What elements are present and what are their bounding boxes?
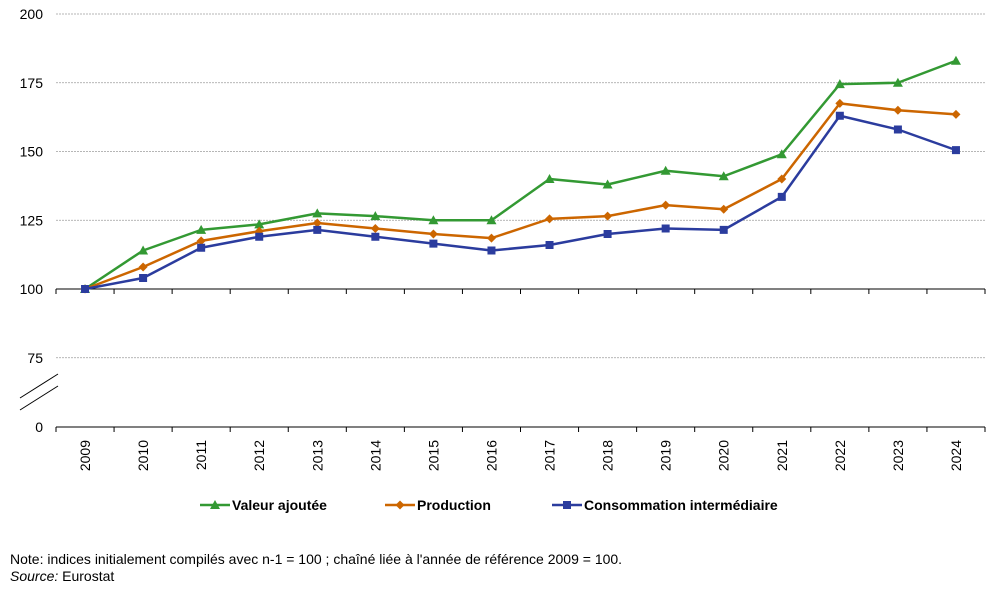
x-tick-label: 2023 <box>890 440 906 471</box>
data-point <box>138 245 149 255</box>
y-tick-label: 0 <box>35 419 43 435</box>
series-production <box>80 98 961 294</box>
data-point <box>835 111 844 120</box>
x-tick-label: 2019 <box>658 440 674 471</box>
x-tick-label: 2013 <box>309 440 325 471</box>
data-point <box>893 125 902 134</box>
source-line: Source: Eurostat <box>10 568 622 585</box>
x-tick-label: 2018 <box>600 440 616 471</box>
data-point <box>951 109 961 119</box>
data-point <box>313 225 322 234</box>
legend-item: Valeur ajoutée <box>200 497 327 513</box>
data-point <box>429 239 438 248</box>
legend-item: Consommation intermédiaire <box>552 497 778 513</box>
y-tick-label: 150 <box>20 144 44 160</box>
axes <box>19 288 986 432</box>
data-point <box>486 215 497 225</box>
data-point <box>487 246 496 255</box>
y-tick-label: 175 <box>20 75 44 91</box>
x-tick-label: 2010 <box>135 440 151 471</box>
data-point <box>371 232 380 241</box>
note-text: Note: indices initialement compilés avec… <box>10 551 623 567</box>
data-point <box>196 236 206 246</box>
series-consommation-interm-diaire <box>81 111 960 293</box>
legend: Valeur ajoutée Production Consommation int… <box>200 497 778 513</box>
x-tick-label: 2012 <box>251 440 267 471</box>
series-line <box>84 114 957 291</box>
legend-label: Valeur ajoutée <box>232 497 327 513</box>
data-point <box>486 233 496 243</box>
x-tick-label: 2020 <box>716 440 732 471</box>
y-tick-label: 125 <box>20 212 44 228</box>
x-tick-labels: 2009 2010 2011 2012 2013 2014 2015 2016 2017 2018… <box>77 440 964 471</box>
data-point <box>603 211 613 221</box>
series-line <box>84 59 957 291</box>
x-tick-label: 2016 <box>483 440 499 471</box>
data-point <box>661 224 670 233</box>
series-valeur-ajout-e <box>80 55 961 293</box>
y-tick-label: 75 <box>27 350 43 366</box>
data-point <box>718 171 729 181</box>
legend-label: Consommation intermédiaire <box>584 497 778 513</box>
legend-item: Production <box>385 497 491 513</box>
data-point <box>81 285 90 293</box>
data-point <box>719 204 729 214</box>
y-tick-labels: 0 75 100 125 150 175 200 <box>20 6 44 435</box>
axis-break-mark <box>19 373 59 399</box>
data-point <box>255 232 264 241</box>
data-point <box>893 105 903 115</box>
data-point <box>950 55 961 65</box>
legend-marker <box>395 500 405 510</box>
data-point <box>602 179 613 189</box>
data-point <box>545 214 555 224</box>
axis-break-mark <box>19 385 59 411</box>
data-point <box>834 79 845 89</box>
data-point <box>254 219 265 229</box>
data-point <box>951 146 960 155</box>
data-point <box>138 262 148 272</box>
y-tick-label: 100 <box>20 281 44 297</box>
x-tick-label: 2024 <box>948 440 964 471</box>
series-group <box>80 55 961 294</box>
series-line <box>84 102 957 291</box>
data-point <box>719 225 728 234</box>
data-point <box>661 200 671 210</box>
data-point <box>660 165 671 175</box>
legend-marker <box>563 501 571 509</box>
data-point <box>139 274 148 282</box>
legend-marker <box>210 500 220 509</box>
data-point <box>428 229 438 239</box>
data-point <box>196 224 207 234</box>
data-point <box>312 208 323 218</box>
data-point <box>370 224 380 233</box>
gridlines <box>56 13 985 359</box>
data-point <box>603 230 612 238</box>
x-tick-label: 2015 <box>425 440 441 471</box>
source-label: Source: <box>10 568 59 584</box>
data-point <box>892 77 903 87</box>
x-tick-label: 2017 <box>542 440 558 471</box>
data-point <box>197 243 206 252</box>
data-point <box>777 192 786 201</box>
data-point <box>545 241 554 249</box>
source-value: Eurostat <box>58 568 115 584</box>
data-point <box>370 211 381 221</box>
chart-notes: Note: indices initialement compilés avec… <box>10 551 622 585</box>
x-tick-label: 2021 <box>774 440 790 471</box>
x-tick-label: 2009 <box>77 440 93 471</box>
x-tick-label: 2011 <box>193 440 209 470</box>
x-tick-label: 2014 <box>367 440 383 471</box>
data-point <box>777 174 787 184</box>
data-point <box>835 98 845 108</box>
data-point <box>312 218 322 228</box>
data-point <box>428 215 439 225</box>
y-tick-label: 200 <box>20 6 44 22</box>
legend-label: Production <box>417 497 491 513</box>
data-point <box>776 149 787 159</box>
x-tick-label: 2022 <box>832 440 848 471</box>
data-point <box>544 174 555 183</box>
